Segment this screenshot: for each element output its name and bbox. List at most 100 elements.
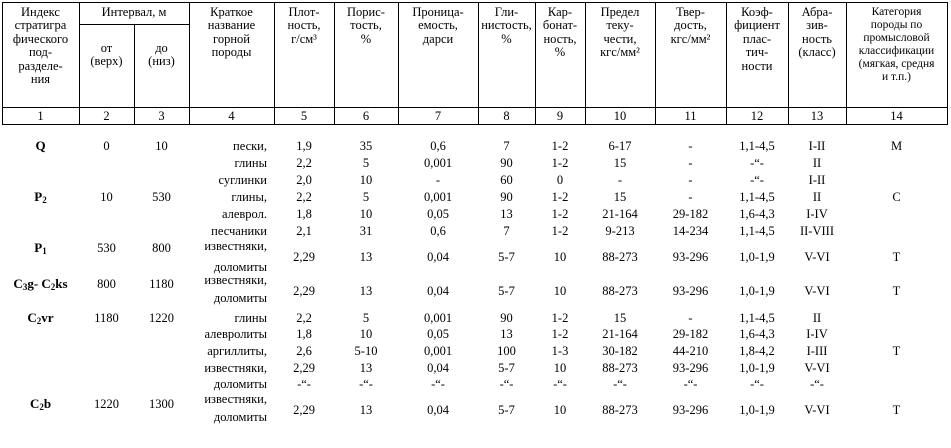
cell-yield: 15 <box>613 190 627 204</box>
cell-yield: 9-213 <box>605 224 635 238</box>
interval-from: 0 <box>103 139 110 153</box>
interval-to: 530 <box>152 190 171 204</box>
cell-dens: 2,29 <box>293 284 315 298</box>
interval-from: 1180 <box>94 311 119 325</box>
cell-yield: -“- <box>613 377 627 391</box>
col-number-7: 7 <box>434 109 442 123</box>
stratigraphic-index: Q <box>35 138 46 153</box>
cell-por: 31 <box>359 224 373 238</box>
interval-to: 800 <box>152 241 171 255</box>
cell-plast: -“- <box>750 173 764 187</box>
col-line-8 <box>535 2 536 125</box>
cell-carb: 1-2 <box>551 311 569 325</box>
col-line-14 <box>947 2 948 125</box>
header-porosity: Порис- тость, % <box>347 5 385 46</box>
cell-plast: 1,0-1,9 <box>739 250 775 264</box>
table-border-top <box>2 2 947 3</box>
cell-yield: 88-273 <box>602 250 638 264</box>
interval-to: 10 <box>155 139 168 153</box>
cell-por: 5-10 <box>354 344 378 358</box>
rock-name: песчаники <box>211 224 267 238</box>
cell-perm: 0,6 <box>430 139 446 153</box>
cell-por: 10 <box>359 327 373 341</box>
header-interval: Интервал, м <box>101 5 167 19</box>
rock-name-line2: доломиты <box>213 260 267 274</box>
col-line-0 <box>2 2 3 125</box>
col-line-3 <box>189 2 190 125</box>
cell-por: 13 <box>359 403 373 417</box>
cell-hard: - <box>688 190 693 204</box>
cell-carb: 10 <box>553 361 567 375</box>
cell-dens: 2,2 <box>296 190 312 204</box>
rock-name-line2: доломиты <box>213 410 267 424</box>
cell-yield: 15 <box>613 156 627 170</box>
cell-perm: 0,04 <box>427 250 449 264</box>
cell-por: 5 <box>362 311 370 325</box>
cell-abr: II <box>812 156 822 170</box>
cell-abr: V-VI <box>804 250 830 264</box>
cell-plast: -“- <box>750 377 764 391</box>
cell-hard: 44-210 <box>672 344 709 358</box>
cell-abr: V-VI <box>804 361 830 375</box>
rock-name: известняки, <box>204 392 267 406</box>
cell-dens: 1,8 <box>296 207 312 221</box>
interval-from: 530 <box>97 241 116 255</box>
rock-name: известняки, <box>204 239 267 253</box>
cell-plast: 1,8-4,2 <box>739 344 775 358</box>
cell-clay: 5-7 <box>498 284 515 298</box>
cell-abr: II-VIII <box>799 224 834 238</box>
cell-clay: 7 <box>503 224 510 238</box>
header-yield: Предел теку- чести, кгс/мм² <box>600 5 640 60</box>
header-permeability: Проница- емость, дарси <box>412 5 464 46</box>
col-line-13 <box>846 2 847 125</box>
cell-plast: 1,1-4,5 <box>739 139 775 153</box>
interval-to: 1180 <box>149 277 174 291</box>
cell-dens: 2,2 <box>296 156 312 170</box>
cell-clay: 100 <box>497 344 516 358</box>
cell-hard: 93-296 <box>672 403 709 417</box>
rock-category: М <box>890 139 903 153</box>
col-number-10: 10 <box>613 109 627 123</box>
cell-carb: 1-2 <box>551 327 569 341</box>
cell-dens: 1,8 <box>296 327 312 341</box>
cell-perm: 0,001 <box>423 344 453 358</box>
rock-name: известняки, <box>204 273 267 287</box>
col-line-9 <box>585 2 586 125</box>
cell-yield: 21-164 <box>602 207 638 221</box>
cell-hard: 29-182 <box>672 327 709 341</box>
header-density: Плот- ность, г/см³ <box>287 5 321 46</box>
col-number-3: 3 <box>158 109 165 123</box>
cell-hard: -“- <box>683 377 698 391</box>
cell-plast: 1,1-4,5 <box>739 224 775 238</box>
col-line-5 <box>334 2 335 125</box>
cell-clay: 90 <box>500 190 513 204</box>
cell-por: 13 <box>359 250 373 264</box>
cell-abr: I-II <box>808 139 826 153</box>
cell-por: 13 <box>359 284 373 298</box>
cell-carb: 1-2 <box>551 224 569 238</box>
cell-abr: I-II <box>808 173 826 187</box>
cell-perm: - <box>435 173 441 187</box>
cell-clay: 90 <box>500 156 513 170</box>
header-rock-name: Краткое название горной породы <box>207 5 256 60</box>
cell-plast: 1,0-1,9 <box>739 284 775 298</box>
cell-carb: 1-2 <box>551 156 569 170</box>
col-line-4 <box>274 2 275 125</box>
cell-plast: -“- <box>750 156 764 170</box>
cell-por: -“- <box>359 377 373 391</box>
rock-name: известняки, <box>204 361 267 375</box>
stratigraphic-index: P1 <box>34 240 47 257</box>
col-number-6: 6 <box>362 109 370 123</box>
cell-clay: 13 <box>500 327 513 341</box>
rock-name: глины <box>234 156 267 170</box>
cell-yield: 88-273 <box>602 284 638 298</box>
cell-carb: 10 <box>553 250 567 264</box>
cell-perm: 0,05 <box>427 207 449 221</box>
cell-dens: 2,29 <box>293 250 315 264</box>
cell-yield: 15 <box>613 311 627 325</box>
cell-hard: - <box>688 173 693 187</box>
cell-yield: 30-182 <box>602 344 638 358</box>
rock-name-line2: доломиты <box>213 291 267 305</box>
col-number-1: 1 <box>37 109 44 123</box>
